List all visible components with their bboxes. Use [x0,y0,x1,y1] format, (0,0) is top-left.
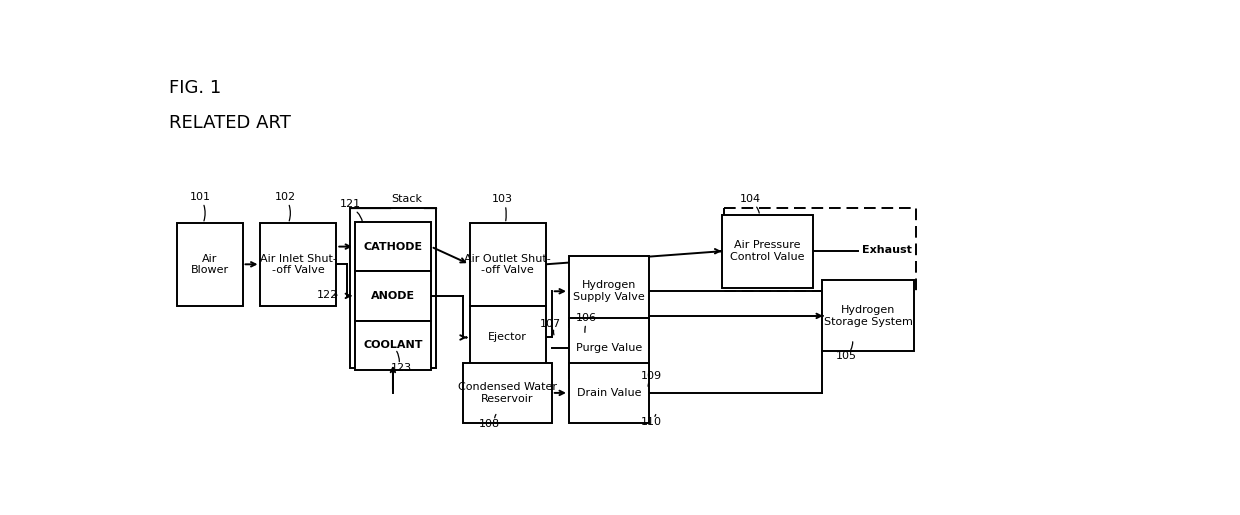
Text: 104: 104 [739,194,761,204]
Bar [260,223,336,305]
Text: 106: 106 [575,313,596,323]
Text: Air Pressure
Control Value: Air Pressure Control Value [730,241,805,262]
Text: 105: 105 [836,351,857,361]
Text: RELATED ART: RELATED ART [169,114,291,132]
Bar [822,281,914,351]
Text: CATHODE: CATHODE [363,242,423,252]
Bar [470,223,546,305]
Text: 108: 108 [479,419,501,428]
Text: 122: 122 [316,290,337,300]
Bar [464,363,552,423]
Bar [569,318,650,379]
Text: Air
Blower: Air Blower [191,253,229,275]
Bar [355,271,432,320]
Bar [470,306,546,369]
Text: Hydrogen
Supply Valve: Hydrogen Supply Valve [573,281,645,302]
Text: Hydrogen
Storage System: Hydrogen Storage System [823,305,913,327]
Text: Purge Value: Purge Value [577,343,642,353]
Bar [722,215,813,288]
Bar [724,208,916,291]
Text: Exhaust: Exhaust [862,245,911,255]
Text: Condensed Water
Reservoir: Condensed Water Reservoir [458,382,557,404]
Text: Ejector: Ejector [489,333,527,342]
Text: 107: 107 [539,319,560,329]
Bar [569,363,650,423]
Text: 121: 121 [340,199,361,209]
Text: Air Outlet Shut-
-off Valve: Air Outlet Shut- -off Valve [464,253,551,275]
Text: Air Inlet Shut-
-off Valve: Air Inlet Shut- -off Valve [260,253,337,275]
Text: 110: 110 [641,417,661,427]
Bar [355,320,432,370]
Bar [177,223,243,305]
Text: 109: 109 [640,371,662,381]
Bar [569,256,650,327]
Text: 101: 101 [190,192,211,201]
Text: Drain Value: Drain Value [577,388,641,398]
Text: FIG. 1: FIG. 1 [169,79,221,97]
Text: COOLANT: COOLANT [363,340,423,350]
Bar [350,208,436,368]
Text: Stack: Stack [392,194,423,204]
Text: 103: 103 [492,194,512,204]
Text: 102: 102 [274,192,296,201]
Text: ANODE: ANODE [371,291,415,301]
Text: 123: 123 [391,363,412,373]
Bar [355,222,432,271]
